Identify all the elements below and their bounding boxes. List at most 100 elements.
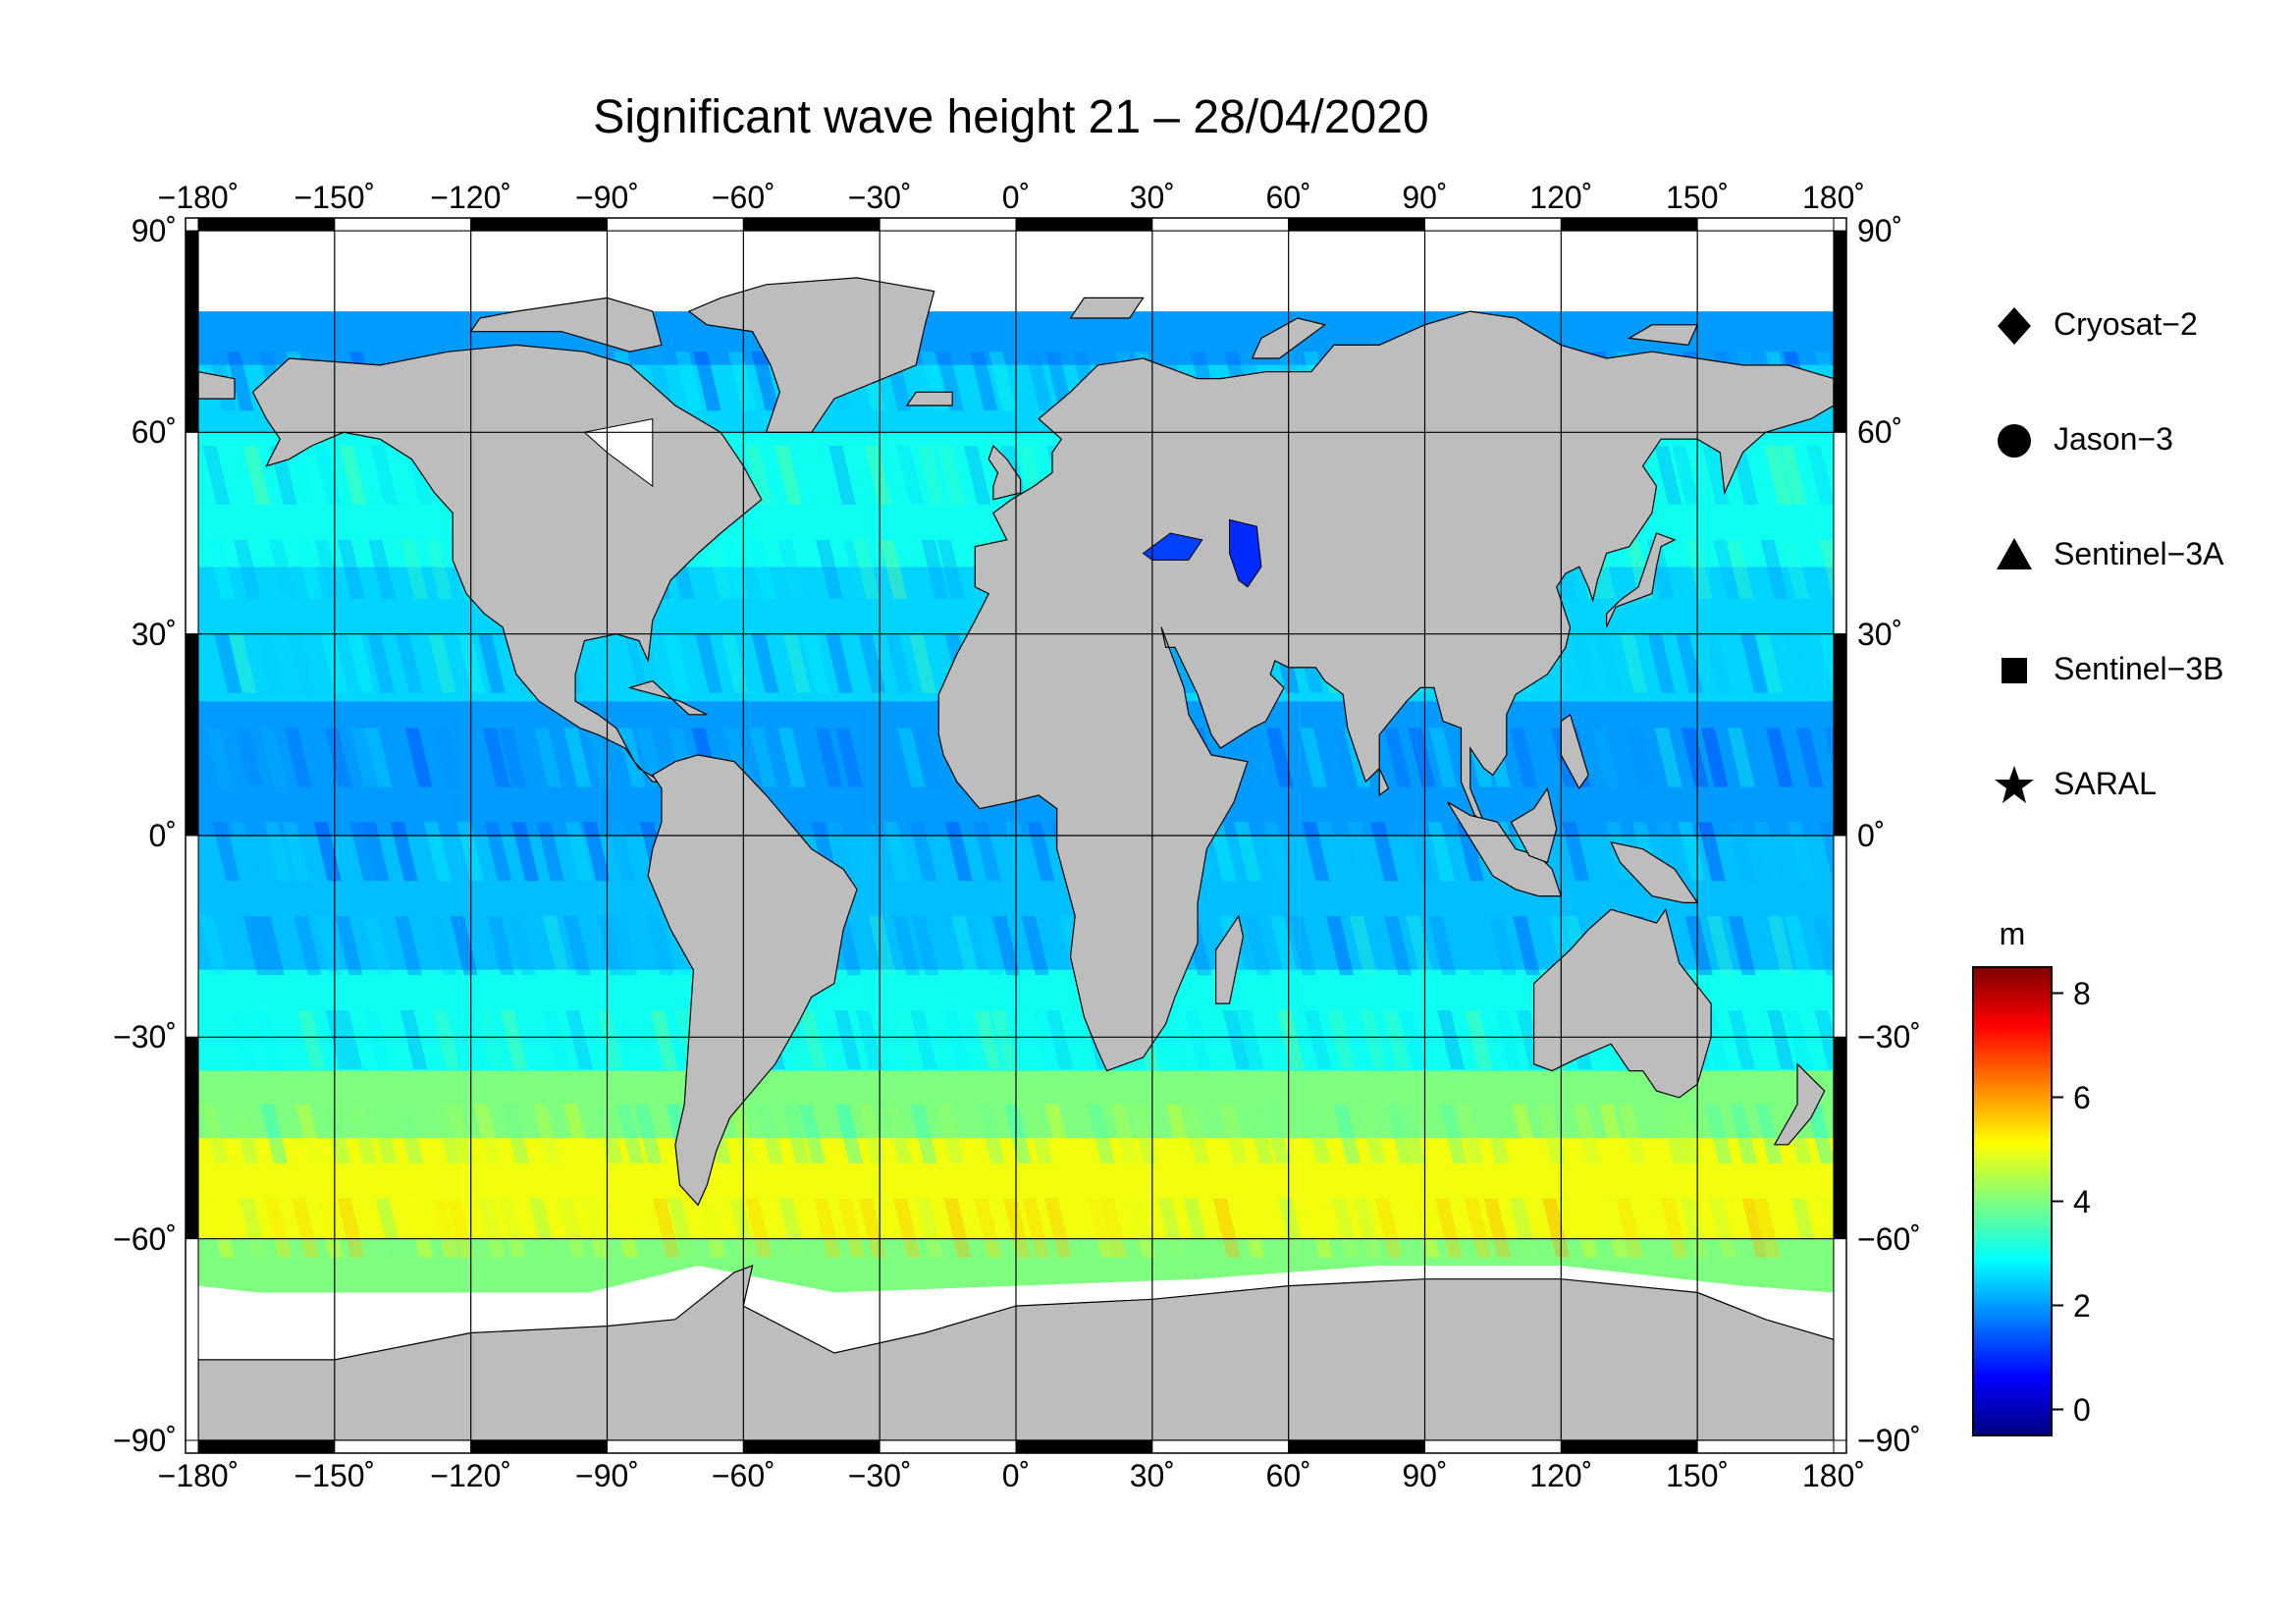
track-swath [368, 539, 397, 599]
lon-tick-label-top: −180˚ [157, 180, 240, 215]
lon-tick-label-bottom: −180˚ [157, 1458, 240, 1493]
track-swath [289, 446, 317, 506]
land-sri-lanka [1378, 768, 1390, 797]
colorbar-tick-label: 2 [2073, 1287, 2091, 1324]
track-swath [1675, 633, 1703, 693]
track-swath [282, 822, 310, 882]
frame-segment-left [185, 230, 199, 433]
lon-tick-label-bottom: 180˚ [1801, 1458, 1866, 1493]
track-swath [1785, 916, 1813, 976]
track-swath [1509, 1198, 1537, 1258]
track-swath [202, 446, 231, 506]
track-swath [1672, 1104, 1700, 1163]
track-swath [1374, 1198, 1403, 1258]
track-swath [721, 539, 749, 599]
track-swath [911, 916, 939, 976]
track-swath [1270, 916, 1299, 976]
frame-segment-top [470, 217, 608, 232]
frame-segment-left [185, 633, 199, 837]
track-swath [943, 1198, 972, 1258]
track-swath [1027, 822, 1055, 882]
track-swath [1437, 1009, 1466, 1069]
track-swath [390, 822, 418, 882]
track-swath [782, 633, 811, 693]
track-swath [634, 1104, 663, 1163]
frame-segment-bottom [742, 1439, 881, 1454]
map-title: Significant wave height 21 – 28/04/2020 [593, 91, 1429, 143]
land-borneo [1510, 786, 1558, 864]
track-swath [608, 822, 636, 882]
track-swath [852, 539, 881, 599]
lat-tick-label-right: 90˚ [1857, 213, 1903, 248]
track-swath [284, 728, 312, 787]
track-swath [1044, 1104, 1073, 1163]
track-swath [231, 1104, 259, 1163]
track-swath [589, 633, 617, 693]
land-arctic-alaska-left [198, 371, 236, 400]
track-swath [1456, 822, 1484, 882]
frame-segment-left [185, 835, 199, 1038]
track-swath [1659, 1104, 1687, 1163]
track-swath [542, 916, 570, 976]
lon-tick-label-bottom: −30˚ [847, 1458, 912, 1493]
track-swath [1412, 1198, 1440, 1258]
track-swath [1728, 1009, 1756, 1069]
black-sea [1142, 532, 1203, 561]
track-swath [1236, 1009, 1264, 1069]
track-swath [264, 822, 293, 882]
track-swath [297, 1009, 326, 1069]
lat-tick-label-right: 0˚ [1857, 818, 1886, 853]
track-swath [1697, 822, 1726, 882]
lon-tick-label-top: 90˚ [1402, 180, 1448, 215]
land-indonesia [1447, 801, 1563, 897]
frame-segment-bottom [1151, 1439, 1290, 1454]
track-swath [1370, 822, 1399, 882]
land-new-zealand [1773, 1062, 1826, 1146]
track-swath [562, 916, 591, 976]
track-swath [777, 728, 806, 787]
track-swath [582, 822, 611, 882]
lon-tick-label-bottom: 90˚ [1402, 1458, 1448, 1493]
track-swath [1562, 822, 1590, 882]
track-swath [802, 446, 830, 506]
track-swath [1427, 822, 1456, 882]
track-swath [1819, 822, 1834, 882]
track-swath [778, 1198, 807, 1258]
track-swath [1165, 1104, 1194, 1163]
track-swath [1591, 728, 1620, 787]
track-swath [482, 728, 510, 787]
track-swath [894, 1009, 923, 1069]
track-swath [1025, 352, 1053, 411]
frame-segment-top [1560, 217, 1698, 232]
land-new-guinea [1610, 840, 1699, 904]
track-swath [1184, 1009, 1212, 1069]
lat-tick-label-left: 30˚ [131, 616, 177, 652]
track-swath [315, 1198, 344, 1258]
track-swath [1406, 916, 1434, 976]
track-swath [324, 728, 352, 787]
track-swath [295, 1104, 324, 1163]
star-icon [1995, 766, 2034, 803]
track-swath [1005, 822, 1034, 882]
land-uk [988, 444, 1022, 501]
track-swath [1481, 1104, 1510, 1163]
frame-segment-bottom [1696, 1439, 1835, 1454]
colorbar-tick-label: 4 [2073, 1183, 2091, 1219]
frame-segment-bottom [1015, 1439, 1153, 1454]
track-swath [375, 1198, 403, 1258]
track-swath [833, 1009, 862, 1069]
track-swath [363, 1009, 392, 1069]
track-swath [1045, 1009, 1074, 1069]
frame-outline [185, 217, 1847, 1454]
track-swath [1672, 446, 1700, 506]
track-swath [674, 352, 703, 411]
land-svalbard [1069, 297, 1145, 319]
land-australia [1532, 907, 1712, 1099]
track-swath [431, 1198, 459, 1258]
track-swath [425, 539, 454, 599]
track-swath [748, 539, 776, 599]
track-swath [909, 633, 937, 693]
track-swath [1360, 1009, 1388, 1069]
